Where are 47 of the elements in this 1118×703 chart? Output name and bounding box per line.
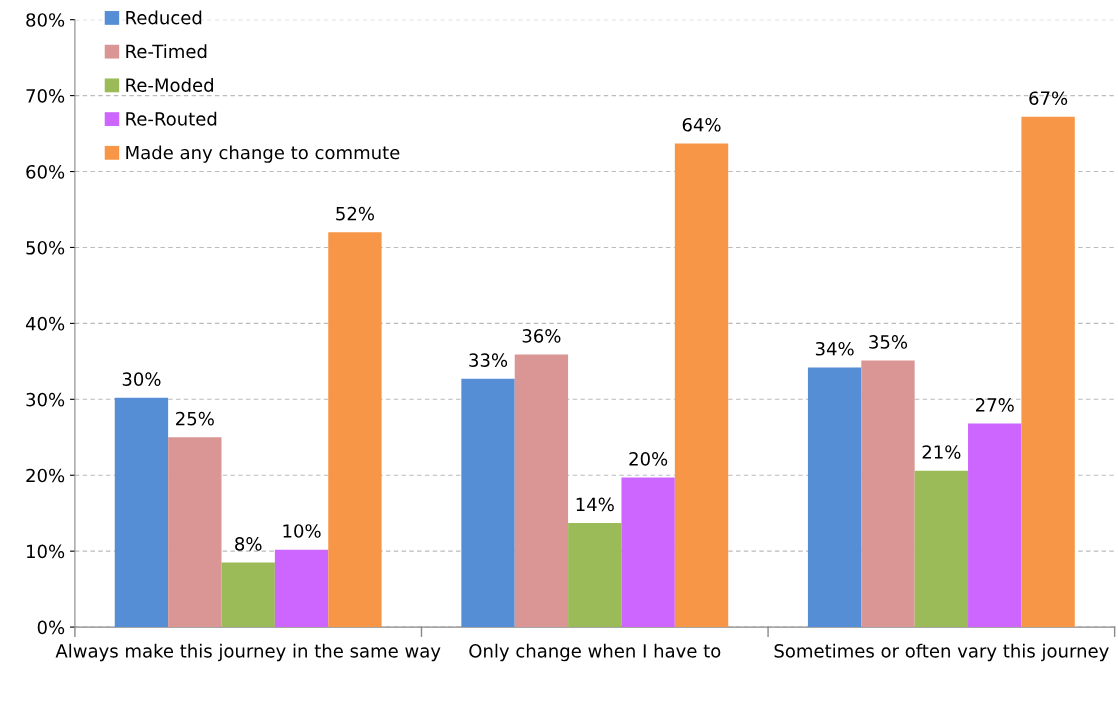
bar (807, 367, 862, 628)
x-tick-label: Sometimes or often vary this journey (774, 643, 1109, 662)
legend-label: Reduced (126, 10, 202, 25)
bar (568, 523, 622, 628)
y-tick-label: 40% (25, 316, 65, 331)
legend-label: Re-Moded (126, 77, 213, 92)
y-tick-label: 10% (27, 544, 65, 559)
bar (274, 549, 329, 628)
legend-label: Re-Routed (126, 111, 217, 126)
data-label: 25% (176, 411, 214, 426)
bar (221, 562, 275, 628)
y-tick-label: 50% (26, 240, 65, 255)
x-tick-label: Always make this journey in the same way (55, 643, 441, 662)
legend-label: Re-Timed (126, 44, 207, 59)
data-label: 30% (122, 372, 161, 386)
y-tick-label: 20% (26, 468, 65, 483)
bar (461, 378, 515, 628)
data-label: 8% (235, 537, 262, 551)
data-label: 10% (283, 524, 321, 538)
data-label: 67% (1029, 91, 1068, 106)
data-label: 20% (629, 452, 668, 466)
data-label: 27% (975, 398, 1014, 412)
bar (674, 143, 729, 628)
data-label: 36% (522, 329, 561, 343)
bar (514, 354, 569, 628)
bar (621, 477, 675, 628)
y-tick-label: 70% (26, 89, 65, 103)
bar (1021, 116, 1075, 628)
data-label: 21% (922, 445, 961, 459)
legend-label: Made any change to commute (126, 145, 400, 163)
y-tick-label: 80% (26, 13, 65, 27)
data-label: 64% (682, 117, 721, 132)
y-tick-label: 60% (26, 164, 65, 179)
bar (328, 232, 382, 628)
y-tick-label: 0% (37, 620, 65, 635)
data-label: 35% (869, 335, 908, 349)
bar (168, 437, 222, 628)
data-label: 33% (469, 353, 508, 367)
x-tick-label: Only change when I have to (469, 643, 721, 662)
bar (914, 470, 969, 628)
bar (861, 360, 915, 628)
bar (114, 397, 169, 628)
data-label: 52% (336, 206, 375, 221)
data-label: 34% (815, 341, 854, 356)
bar (968, 423, 1022, 628)
y-tick-label: 30% (26, 392, 65, 407)
data-label: 14% (576, 497, 614, 512)
